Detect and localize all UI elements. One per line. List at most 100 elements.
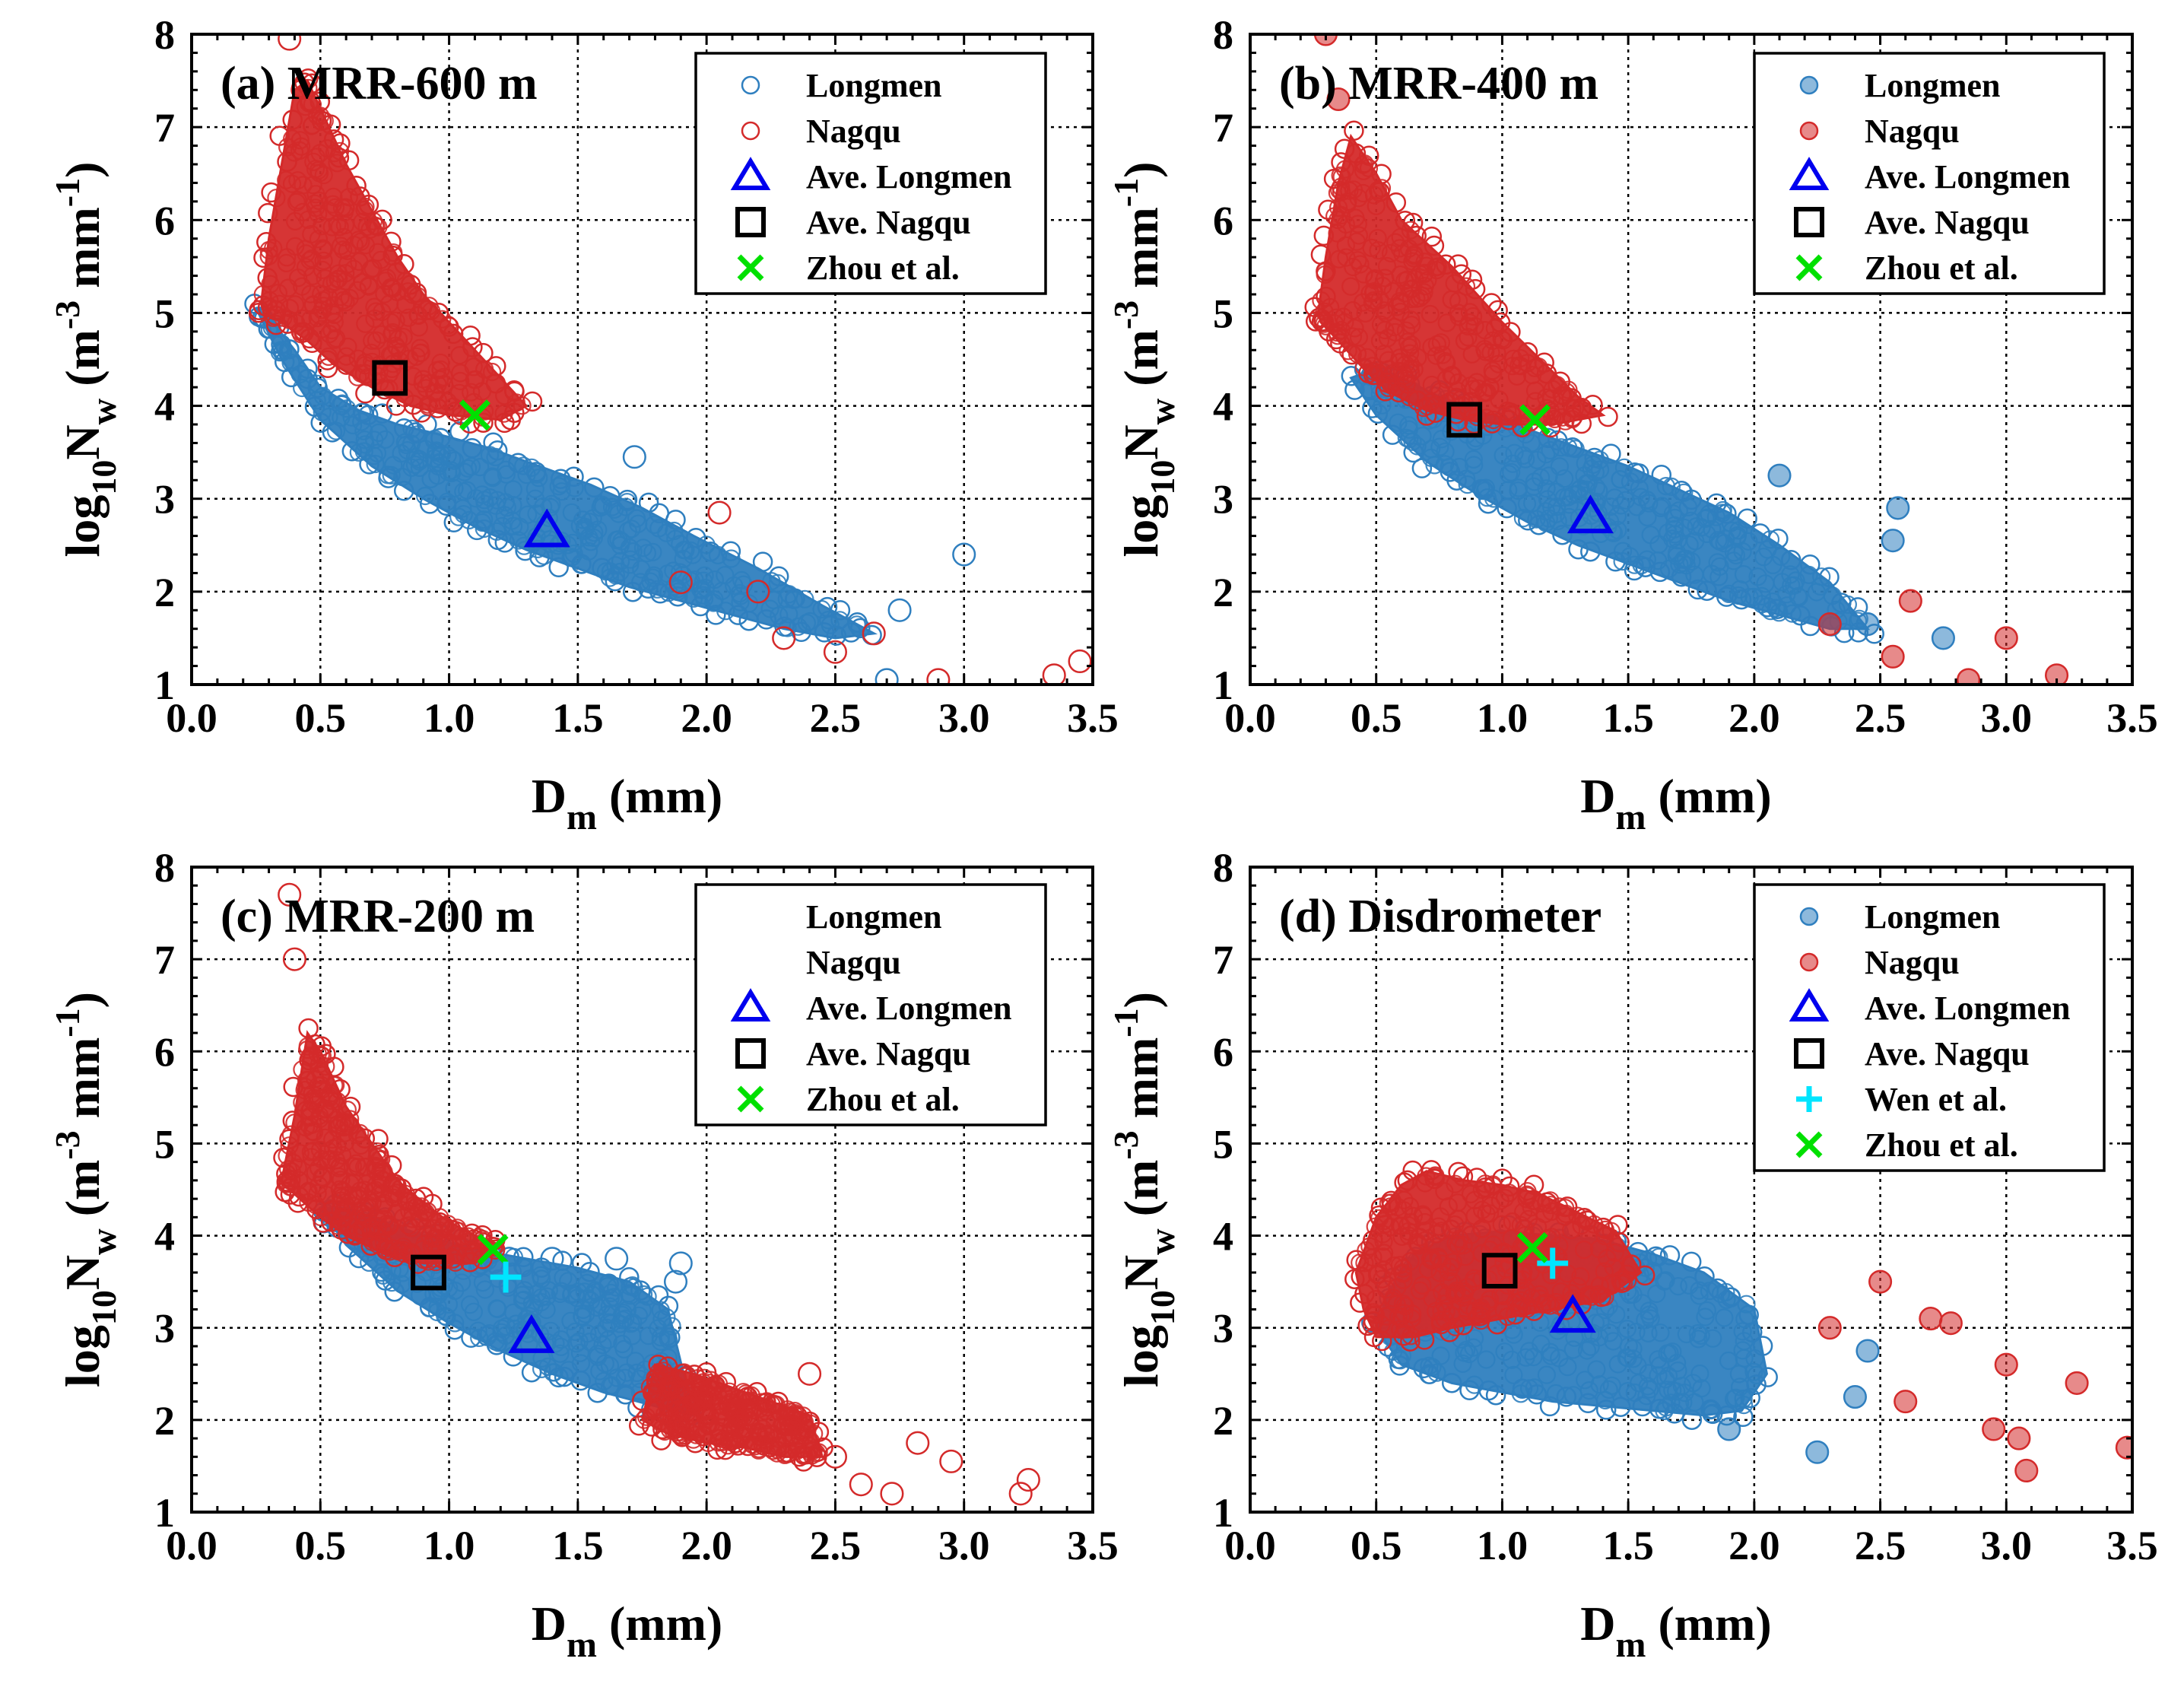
longmen-point: [297, 368, 318, 389]
longmen-point: [1716, 586, 1737, 607]
nagqu-point: [1366, 1217, 1385, 1236]
nagqu-point: [330, 133, 351, 154]
nagqu-point: [1373, 1225, 1392, 1244]
longmen-point: [378, 468, 398, 488]
longmen-point: [598, 1273, 619, 1294]
nagqu-point: [1475, 340, 1494, 359]
longmen-point: [419, 1297, 440, 1317]
nagqu-point: [338, 1223, 358, 1244]
nagqu-point: [642, 1416, 662, 1437]
longmen-point: [1799, 565, 1818, 584]
y-axis-label-part: w: [84, 1228, 124, 1255]
longmen-point: [444, 1319, 465, 1340]
nagqu-point: [1464, 413, 1484, 434]
nagqu-point: [1537, 1192, 1557, 1212]
nagqu-point: [356, 314, 375, 333]
nagqu-point: [1487, 344, 1506, 363]
nagqu-point: [738, 1386, 758, 1407]
longmen-point: [461, 1327, 481, 1349]
longmen-point: [1579, 1381, 1598, 1400]
longmen-point: [1671, 480, 1692, 501]
nagqu-point: [428, 391, 447, 410]
longmen-point: [1577, 1341, 1597, 1360]
x-tick-label: 2.5: [810, 695, 862, 741]
longmen-point: [1389, 413, 1408, 432]
nagqu-point: [279, 1160, 298, 1179]
nagqu-point: [1503, 357, 1522, 376]
nagqu-point: [1363, 1311, 1384, 1332]
nagqu-point: [1449, 1236, 1468, 1256]
x-axis-label: Dm (mm): [1580, 1597, 1771, 1665]
nagqu-point: [1417, 1167, 1436, 1186]
nagqu-point: [687, 1425, 706, 1444]
longmen-point: [1599, 1380, 1618, 1400]
nagqu-point: [391, 1178, 412, 1199]
nagqu-point: [1388, 1278, 1407, 1297]
nagqu-point: [880, 1482, 904, 1506]
nagqu-point: [683, 1386, 702, 1405]
nagqu-point: [289, 1186, 310, 1207]
longmen-point: [713, 581, 732, 601]
nagqu-point: [485, 373, 506, 394]
nagqu-point: [1332, 167, 1351, 186]
nagqu-point: [325, 305, 344, 324]
longmen-point: [622, 581, 643, 602]
longmen-point: [644, 566, 664, 585]
nagqu-point: [1557, 1196, 1578, 1217]
legend-marker-ave-nagqu: [1794, 207, 1824, 237]
nagqu-point: [372, 325, 391, 344]
nagqu-point: [1360, 1237, 1379, 1256]
longmen-point: [566, 1322, 585, 1342]
longmen-point: [1580, 491, 1599, 510]
longmen-point: [552, 1250, 573, 1271]
nagqu-point: [1468, 379, 1487, 398]
y-axis-label-part: (m: [56, 329, 110, 399]
nagqu-point: [356, 197, 375, 216]
longmen-point: [732, 570, 751, 590]
nagqu-point: [1042, 663, 1066, 685]
longmen-point: [1710, 557, 1729, 576]
nagqu-point: [277, 253, 296, 272]
longmen-point: [571, 554, 592, 574]
x-tick-label: 0.0: [166, 1523, 217, 1568]
y-axis-label-part: -1: [48, 178, 87, 207]
y-axis-label-part: mm: [1114, 1037, 1168, 1131]
longmen-point: [1649, 561, 1671, 583]
nagqu-point: [1389, 382, 1409, 403]
longmen-point: [648, 580, 667, 599]
x-axis-label-part: (mm): [597, 769, 722, 823]
x-axis-label-part: (mm): [1646, 1597, 1771, 1651]
nagqu-point: [746, 580, 770, 604]
nagqu-point: [1365, 269, 1385, 288]
legend: Longmen Nagqu Ave. Longmen Ave. Nagqu Wen et…: [1753, 883, 2106, 1172]
longmen-point: [1621, 547, 1640, 566]
nagqu-point: [365, 297, 384, 316]
nagqu-point: [313, 1047, 332, 1066]
nagqu-point: [314, 251, 333, 270]
longmen-point: [410, 452, 429, 471]
longmen-point: [419, 494, 440, 514]
longmen-point: [1595, 1301, 1615, 1320]
nagqu-point: [336, 198, 355, 217]
x-axis-label-part: (mm): [597, 1597, 722, 1651]
nagqu-point: [465, 370, 484, 389]
nagqu-point: [1598, 1249, 1617, 1268]
series-zhou-et-al-: [459, 399, 490, 431]
nagqu-point: [1421, 1250, 1440, 1269]
longmen-point: [1641, 1309, 1660, 1328]
nagqu-point: [368, 1216, 387, 1236]
nagqu-point: [1363, 1230, 1383, 1250]
nagqu-point: [329, 264, 348, 283]
nagqu-point: [331, 1219, 352, 1240]
y-axis-label-part: -1: [1106, 178, 1145, 207]
longmen-point: [348, 1247, 370, 1269]
nagqu-point: [1375, 381, 1396, 402]
nagqu-point: [1595, 1220, 1615, 1240]
nagqu-point: [311, 110, 332, 132]
nagqu-point: [446, 1245, 465, 1264]
longmen-point: [513, 1247, 534, 1268]
nagqu-point: [279, 278, 298, 297]
longmen-point: [1733, 1322, 1752, 1341]
plot-frame: [1249, 33, 2134, 686]
series-longmen: [244, 294, 976, 685]
